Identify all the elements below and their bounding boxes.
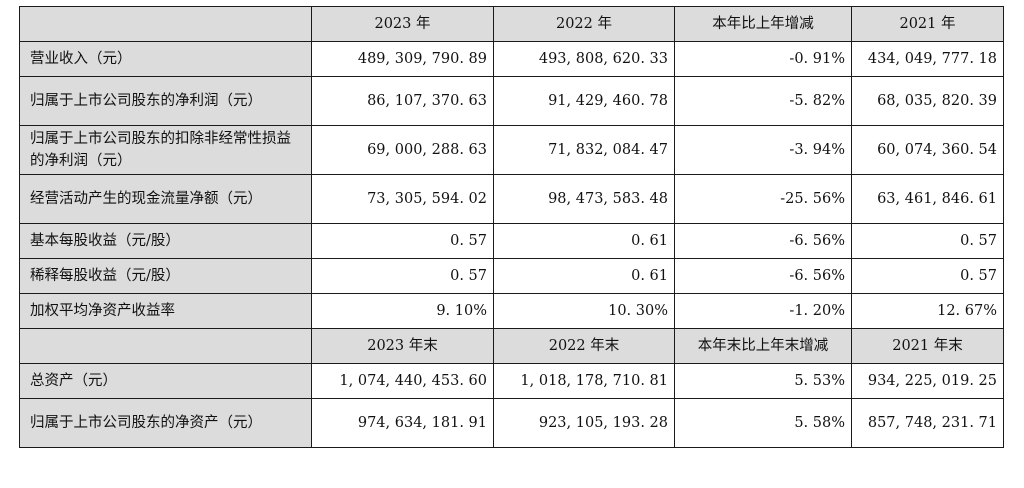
table-row: 归属于上市公司股东的净利润（元） 86, 107, 370. 63 91, 42… xyxy=(19,76,1004,126)
value-cell: 63, 461, 846. 61 xyxy=(851,174,1004,224)
value-cell: 0. 57 xyxy=(851,223,1004,259)
row-label: 营业收入（元） xyxy=(19,41,312,77)
header-cell: 2021 年 xyxy=(851,6,1004,42)
header-blank-cell xyxy=(19,328,312,364)
value-cell: 5. 53% xyxy=(674,363,852,399)
value-cell: 9. 10% xyxy=(311,293,494,329)
table-row: 总资产（元） 1, 074, 440, 453. 60 1, 018, 178,… xyxy=(19,363,1004,399)
value-cell: 0. 57 xyxy=(851,258,1004,294)
header-cell: 2023 年 xyxy=(311,6,494,42)
value-cell: 0. 61 xyxy=(493,223,675,259)
value-cell: -6. 56% xyxy=(674,223,852,259)
table-row: 归属于上市公司股东的净资产（元） 974, 634, 181. 91 923, … xyxy=(19,398,1004,448)
value-cell: -6. 56% xyxy=(674,258,852,294)
table-subheader-row: 2023 年末 2022 年末 本年末比上年末增减 2021 年末 xyxy=(19,328,1004,364)
header-cell: 2022 年末 xyxy=(493,328,675,364)
header-cell: 本年比上年增减 xyxy=(674,6,852,42)
value-cell: 434, 049, 777. 18 xyxy=(851,41,1004,77)
value-cell: 86, 107, 370. 63 xyxy=(311,76,494,126)
value-cell: 12. 67% xyxy=(851,293,1004,329)
value-cell: 0. 57 xyxy=(311,258,494,294)
value-cell: 923, 105, 193. 28 xyxy=(493,398,675,448)
value-cell: 0. 61 xyxy=(493,258,675,294)
value-cell: 60, 074, 360. 54 xyxy=(851,125,1004,175)
row-label: 稀释每股收益（元/股） xyxy=(19,258,312,294)
value-cell: 493, 808, 620. 33 xyxy=(493,41,675,77)
value-cell: 489, 309, 790. 89 xyxy=(311,41,494,77)
row-label: 归属于上市公司股东的净利润（元） xyxy=(19,76,312,126)
value-cell: -25. 56% xyxy=(674,174,852,224)
table-row: 基本每股收益（元/股） 0. 57 0. 61 -6. 56% 0. 57 xyxy=(19,223,1004,259)
value-cell: 1, 018, 178, 710. 81 xyxy=(493,363,675,399)
row-label: 加权平均净资产收益率 xyxy=(19,293,312,329)
header-blank-cell xyxy=(19,6,312,42)
value-cell: -1. 20% xyxy=(674,293,852,329)
header-cell: 2022 年 xyxy=(493,6,675,42)
row-label: 归属于上市公司股东的净资产（元） xyxy=(19,398,312,448)
header-cell: 本年末比上年末增减 xyxy=(674,328,852,364)
value-cell: 71, 832, 084. 47 xyxy=(493,125,675,175)
value-cell: 10. 30% xyxy=(493,293,675,329)
table-header-row: 2023 年 2022 年 本年比上年增减 2021 年 xyxy=(19,6,1004,42)
value-cell: -3. 94% xyxy=(674,125,852,175)
value-cell: 69, 000, 288. 63 xyxy=(311,125,494,175)
value-cell: -0. 91% xyxy=(674,41,852,77)
value-cell: 5. 58% xyxy=(674,398,852,448)
header-cell: 2021 年末 xyxy=(851,328,1004,364)
header-cell: 2023 年末 xyxy=(311,328,494,364)
table-row: 加权平均净资产收益率 9. 10% 10. 30% -1. 20% 12. 67… xyxy=(19,293,1004,329)
table-row: 经营活动产生的现金流量净额（元） 73, 305, 594. 02 98, 47… xyxy=(19,174,1004,224)
value-cell: 73, 305, 594. 02 xyxy=(311,174,494,224)
value-cell: 91, 429, 460. 78 xyxy=(493,76,675,126)
financial-summary-table: 2023 年 2022 年 本年比上年增减 2021 年 营业收入（元） 489… xyxy=(19,6,1004,448)
value-cell: 974, 634, 181. 91 xyxy=(311,398,494,448)
table-row: 稀释每股收益（元/股） 0. 57 0. 61 -6. 56% 0. 57 xyxy=(19,258,1004,294)
value-cell: 68, 035, 820. 39 xyxy=(851,76,1004,126)
row-label: 经营活动产生的现金流量净额（元） xyxy=(19,174,312,224)
value-cell: 98, 473, 583. 48 xyxy=(493,174,675,224)
value-cell: 1, 074, 440, 453. 60 xyxy=(311,363,494,399)
row-label: 归属于上市公司股东的扣除非经常性损益的净利润（元） xyxy=(19,125,312,175)
table-row: 营业收入（元） 489, 309, 790. 89 493, 808, 620.… xyxy=(19,41,1004,77)
financial-table-container: 2023 年 2022 年 本年比上年增减 2021 年 营业收入（元） 489… xyxy=(19,6,1004,448)
value-cell: -5. 82% xyxy=(674,76,852,126)
row-label: 总资产（元） xyxy=(19,363,312,399)
value-cell: 0. 57 xyxy=(311,223,494,259)
table-row: 归属于上市公司股东的扣除非经常性损益的净利润（元） 69, 000, 288. … xyxy=(19,125,1004,175)
value-cell: 857, 748, 231. 71 xyxy=(851,398,1004,448)
value-cell: 934, 225, 019. 25 xyxy=(851,363,1004,399)
row-label: 基本每股收益（元/股） xyxy=(19,223,312,259)
